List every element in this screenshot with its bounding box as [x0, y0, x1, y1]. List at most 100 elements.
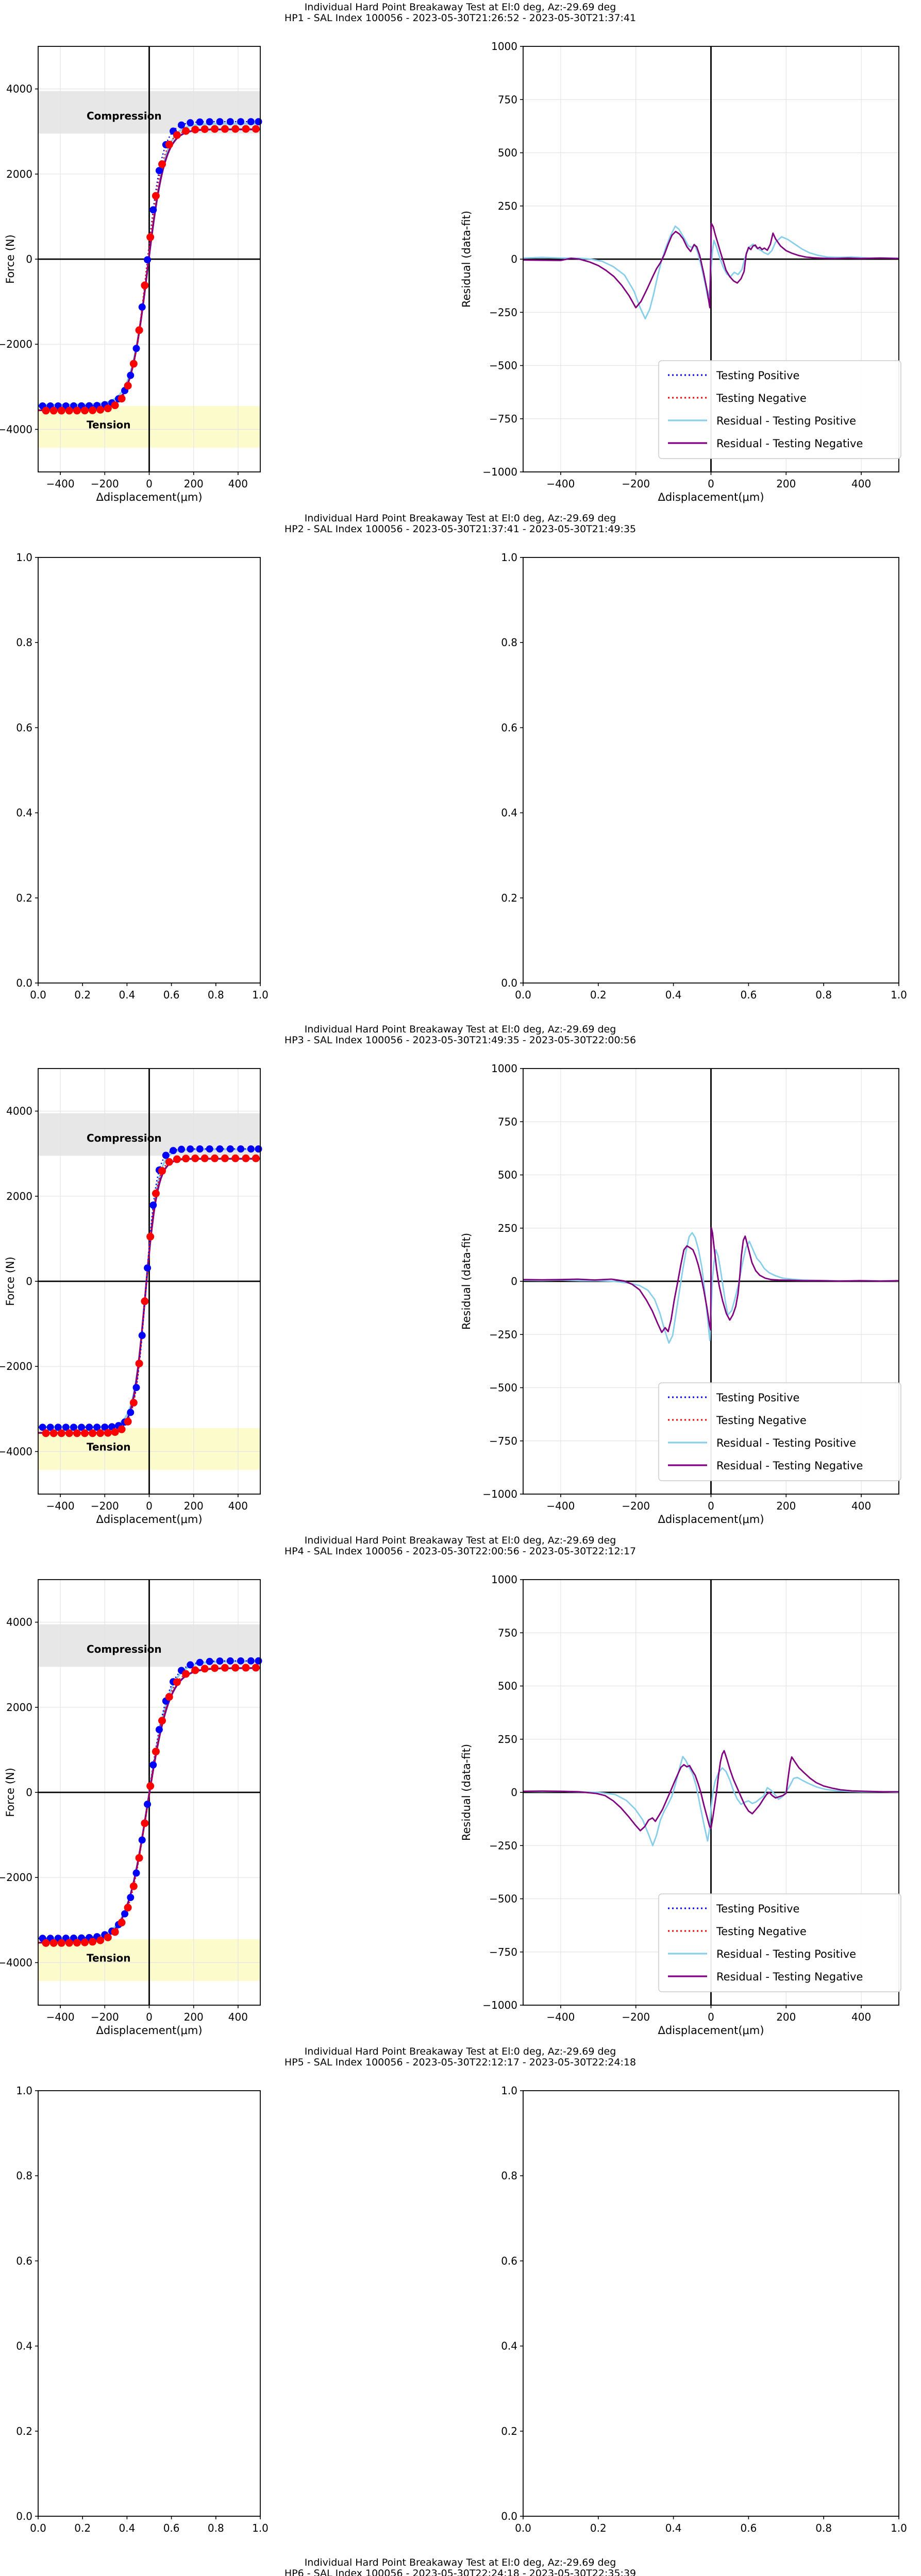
- force-ylabel: Force (N): [4, 1768, 16, 1817]
- tick-label: 0.0: [501, 977, 517, 989]
- tension-label: Tension: [87, 1952, 131, 1964]
- tick-label: −200: [91, 2011, 119, 2023]
- legend-label: Testing Positive: [716, 369, 799, 382]
- plot-title-line2: HP6 - SAL Index 100056 - 2023-05-30T22:2…: [284, 2568, 636, 2576]
- tick-label: 0.6: [740, 989, 757, 1001]
- tick-label: 1000: [491, 1573, 517, 1586]
- tick-label: 0.2: [74, 2522, 91, 2534]
- hp1-figure: Individual Hard Point Breakaway Test at …: [0, 2, 901, 503]
- tick-label: 500: [498, 147, 517, 159]
- tick-label: −1000: [482, 466, 517, 478]
- tick-label: −400: [546, 478, 575, 490]
- compression-label: Compression: [87, 1132, 162, 1144]
- tick-label: −400: [546, 1500, 575, 1512]
- tick-label: 0.0: [16, 2510, 32, 2522]
- tick-label: 0.0: [515, 2522, 531, 2534]
- tick-label: −750: [489, 413, 517, 425]
- tick-label: −200: [622, 2011, 650, 2023]
- tick-label: 0.2: [590, 989, 607, 1001]
- tick-label: 0.2: [74, 989, 91, 1001]
- tick-label: 0.2: [590, 2522, 607, 2534]
- legend: Testing Positive Testing Negative Residual…: [658, 360, 901, 459]
- tick-label: 0.0: [30, 2522, 46, 2534]
- tick-label: 0: [146, 478, 153, 490]
- tick-label: 0.8: [16, 2170, 32, 2182]
- tick-label: 2000: [6, 1190, 32, 1202]
- tick-label: 200: [776, 1500, 796, 1512]
- tick-label: −200: [91, 478, 119, 490]
- tick-label: 200: [184, 478, 204, 490]
- hp2-figure: Individual Hard Point Breakaway Test at …: [16, 513, 907, 1001]
- residual-ylabel: Residual (data-fit): [460, 1744, 473, 1841]
- tick-label: −500: [489, 360, 517, 372]
- tick-label: 0.6: [163, 2522, 180, 2534]
- tick-label: 1.0: [16, 551, 32, 564]
- tick-label: 0.0: [515, 989, 531, 1001]
- testing-negative-markers: [42, 1664, 260, 1947]
- tick-label: 2000: [6, 168, 32, 180]
- legend-label: Residual - Testing Negative: [716, 1460, 863, 1472]
- axes-spines: [38, 557, 261, 984]
- section-hp2: Individual Hard Point Breakaway Test at …: [0, 511, 921, 1022]
- force-ylabel: Force (N): [4, 234, 16, 284]
- axes-spines: [523, 557, 899, 984]
- tick-label: 4000: [6, 83, 32, 95]
- hp3-figure: Individual Hard Point Breakaway Test at …: [0, 1024, 901, 1526]
- tick-label: −200: [91, 1500, 119, 1512]
- tick-label: 0.0: [16, 977, 32, 989]
- x-axis-label: Δdisplacement(μm): [96, 491, 202, 503]
- tick-label: −2000: [0, 1871, 32, 1884]
- tick-label: 0.8: [501, 636, 517, 649]
- tick-label: 400: [228, 478, 248, 490]
- tick-label: 200: [184, 2011, 204, 2023]
- force-ylabel: Force (N): [4, 1257, 16, 1306]
- tick-label: 0.6: [16, 2255, 32, 2267]
- tick-label: 500: [498, 1680, 517, 1692]
- tick-label: 750: [498, 93, 517, 106]
- compression-label: Compression: [87, 110, 162, 122]
- tick-label: 0: [511, 253, 517, 265]
- x-axis-label: Δdisplacement(μm): [96, 2024, 202, 2037]
- testing-positive-markers: [39, 1657, 262, 1942]
- testing-positive-markers: [39, 1145, 262, 1431]
- legend-label: Residual - Testing Negative: [716, 1971, 863, 1983]
- tick-label: −1000: [482, 1488, 517, 1500]
- tick-label: 0.4: [501, 807, 517, 819]
- testing-negative-markers: [42, 1154, 260, 1437]
- tick-label: −750: [489, 1946, 517, 1958]
- residual-negative-curve: [523, 223, 899, 309]
- tick-label: 0.8: [16, 636, 32, 649]
- tick-label: 200: [776, 478, 796, 490]
- plot-title-line2: HP2 - SAL Index 100056 - 2023-05-30T21:3…: [284, 523, 636, 535]
- tick-label: −400: [46, 1500, 75, 1512]
- tension-label: Tension: [87, 1441, 131, 1453]
- tick-label: 1000: [491, 40, 517, 53]
- tick-label: 0.4: [665, 989, 682, 1001]
- plot-title-line1: Individual Hard Point Breakaway Test at …: [305, 2, 616, 13]
- testing-negative-markers: [42, 125, 260, 415]
- empty-plot: 0.00.0 0.2 0.2 0.4 0.4 0.6 0.6 0.8 0.8 1.0 1.0: [501, 551, 907, 1001]
- tick-label: 1.0: [891, 989, 907, 1001]
- tick-label: 0.6: [501, 2255, 517, 2267]
- x-axis-label: Δdisplacement(μm): [96, 1513, 202, 1526]
- plot-title-line2: HP1 - SAL Index 100056 - 2023-05-30T21:2…: [284, 12, 636, 24]
- tick-label: 0.2: [501, 2425, 517, 2437]
- tick-label: 1.0: [252, 2522, 269, 2534]
- tick-label: 1.0: [252, 989, 269, 1001]
- axes-spines: [38, 2090, 261, 2517]
- compression-label: Compression: [87, 1643, 162, 1655]
- tick-label: −250: [489, 1328, 517, 1341]
- tick-label: 0.8: [815, 2522, 832, 2534]
- tick-label: 1.0: [891, 2522, 907, 2534]
- tick-label: 0.6: [16, 721, 32, 734]
- legend-label: Testing Negative: [716, 1925, 807, 1938]
- tick-label: 0.4: [16, 807, 32, 819]
- tick-label: 0.8: [208, 989, 224, 1001]
- residual-negative-curve: [523, 1750, 899, 1832]
- tick-label: 0.2: [16, 2425, 32, 2437]
- tick-label: −200: [622, 1500, 650, 1512]
- tick-label: 0: [146, 2011, 153, 2023]
- tick-label: −2000: [0, 338, 32, 350]
